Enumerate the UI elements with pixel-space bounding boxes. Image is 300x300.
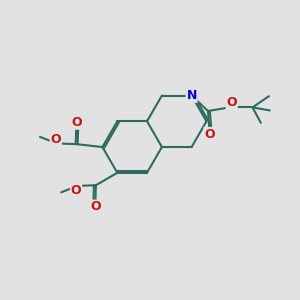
Text: O: O: [226, 96, 237, 109]
Text: O: O: [71, 184, 81, 197]
Text: O: O: [90, 200, 101, 213]
Text: O: O: [204, 128, 215, 141]
Text: O: O: [50, 133, 61, 146]
Text: N: N: [186, 89, 197, 102]
Text: O: O: [71, 116, 82, 129]
